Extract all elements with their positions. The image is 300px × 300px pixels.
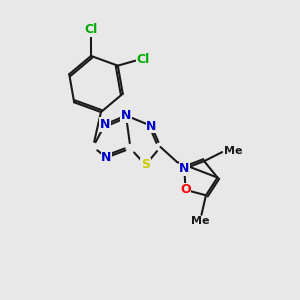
Text: Me: Me [224,146,243,156]
Text: Cl: Cl [137,53,150,66]
Text: N: N [100,118,110,131]
Text: N: N [179,162,190,175]
Text: N: N [121,109,131,122]
Text: N: N [101,151,112,164]
Text: O: O [180,183,191,196]
Text: S: S [141,158,150,172]
Text: Cl: Cl [84,23,98,36]
Text: Me: Me [191,216,209,226]
Text: N: N [146,119,157,133]
